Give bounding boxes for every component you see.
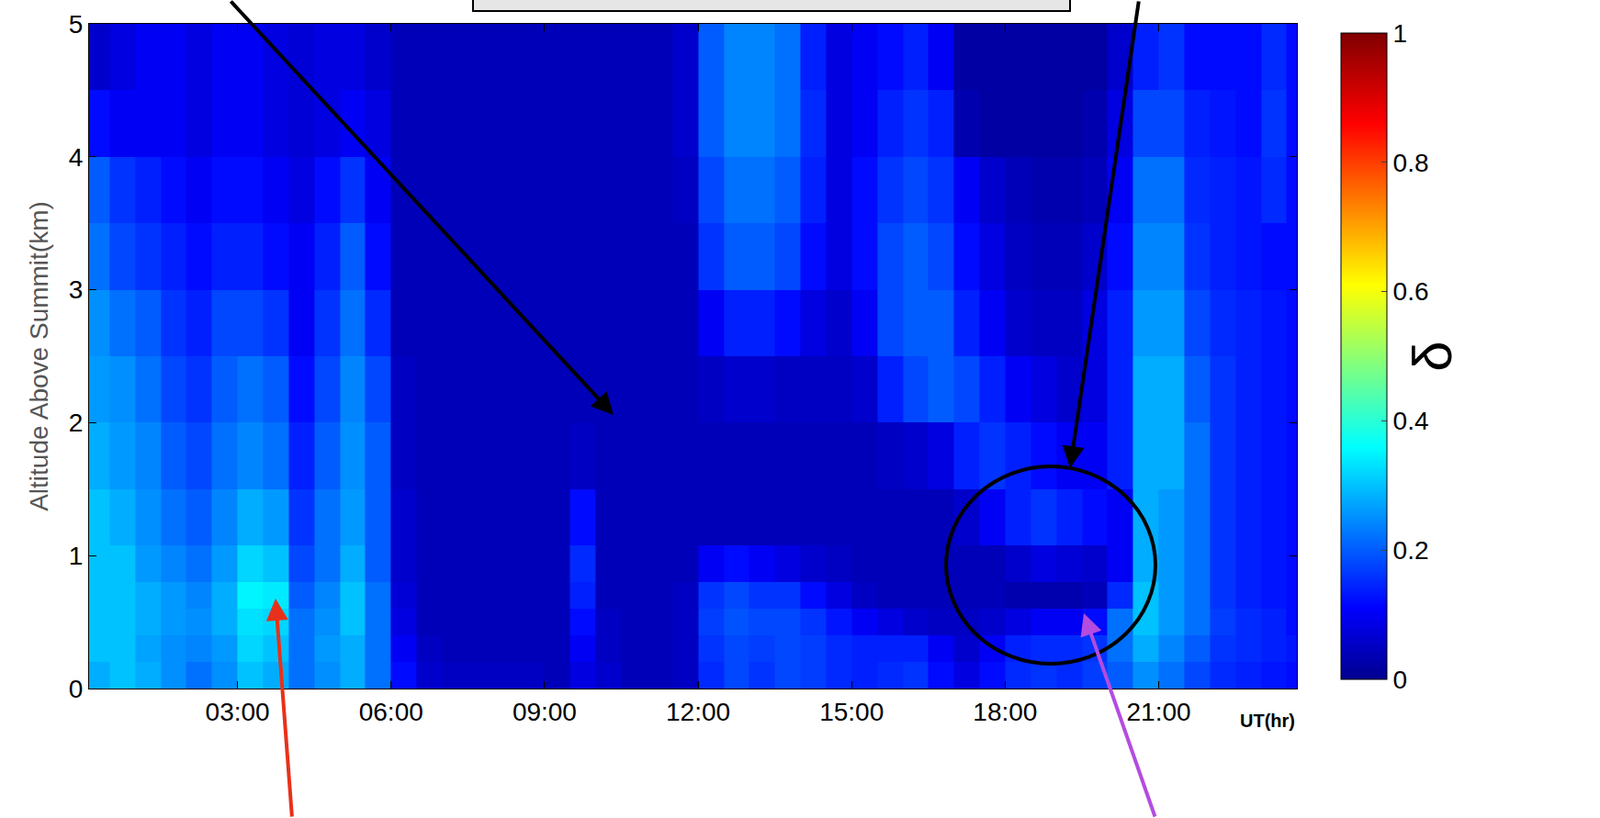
svg-text:0.4: 0.4 — [1393, 406, 1430, 436]
svg-text:Altitude Above Summit(km): Altitude Above Summit(km) — [24, 201, 54, 512]
svg-text:1: 1 — [1393, 19, 1409, 48]
svg-text:0.6: 0.6 — [1393, 277, 1430, 306]
svg-text:18:00: 18:00 — [972, 698, 1037, 727]
svg-text:15:00: 15:00 — [819, 698, 884, 727]
svg-text:03:00: 03:00 — [205, 698, 271, 727]
svg-text:21:00: 21:00 — [1126, 698, 1192, 727]
svg-text:09:00: 09:00 — [512, 698, 577, 727]
svg-text:1: 1 — [68, 541, 84, 571]
svg-text:0: 0 — [1393, 665, 1409, 695]
svg-text:12:00: 12:00 — [665, 698, 731, 727]
svg-text:4: 4 — [68, 143, 84, 172]
svg-text:0.8: 0.8 — [1393, 148, 1430, 178]
svg-text:5: 5 — [68, 10, 84, 39]
svg-text:2: 2 — [68, 408, 84, 438]
svg-text:06:00: 06:00 — [359, 698, 424, 727]
svg-text:UT(hr): UT(hr) — [1239, 710, 1296, 732]
svg-text:0.2: 0.2 — [1393, 536, 1430, 565]
svg-text:δ: δ — [1401, 340, 1464, 372]
svg-text:0: 0 — [68, 675, 84, 704]
svg-text:3: 3 — [68, 275, 84, 305]
